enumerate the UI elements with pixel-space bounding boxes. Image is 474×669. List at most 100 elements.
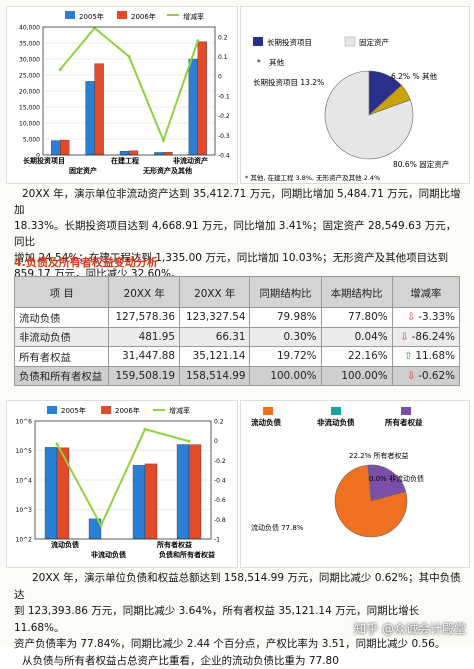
section-heading: 4.负债及所有者权益变动分析 bbox=[14, 254, 158, 270]
table-cell-curr: 123,327.54 bbox=[179, 308, 250, 328]
table-cell-prev-ratio: 79.98% bbox=[250, 308, 321, 328]
table-cell-curr: 158,514.99 bbox=[179, 366, 250, 386]
x-label-construction: 在建工程 bbox=[111, 156, 139, 165]
table-cell-prev: 481.95 bbox=[109, 327, 180, 347]
table-cell-curr: 35,121.14 bbox=[179, 347, 250, 367]
table-cell-change: ⇩-86.24% bbox=[392, 327, 459, 347]
bar bbox=[120, 151, 129, 155]
legend-label-other: 其他 bbox=[269, 57, 284, 67]
y-tick-label: 5,000 bbox=[23, 137, 40, 144]
table-change-value: 11.68% bbox=[415, 350, 455, 362]
y-tick-label: 10^5 bbox=[16, 448, 33, 455]
bar bbox=[189, 445, 201, 539]
table-cell-prev-ratio: 0.30% bbox=[250, 327, 321, 347]
table-cell-item: 所有者权益 bbox=[15, 347, 109, 367]
rate-point bbox=[59, 68, 62, 71]
pie-label-current: 流动负债 77.8% bbox=[251, 523, 304, 532]
table-header-curr-year: 20XX 年 bbox=[179, 277, 250, 308]
rate-point bbox=[128, 55, 131, 58]
asset-pie-chart-panel: 长期投资项目 固定资产 其他 * 长期投资项目 13.2% 6.2% % 其他 … bbox=[240, 6, 470, 184]
legend-label-long-term: 长期投资项目 bbox=[267, 37, 312, 47]
table-cell-curr: 66.31 bbox=[179, 327, 250, 347]
rate-line bbox=[60, 28, 198, 140]
table-cell-change: ⇩-0.62% bbox=[392, 366, 459, 386]
legend-label-equity: 所有者权益 bbox=[385, 417, 423, 427]
y-tick-label: 10^6 bbox=[16, 419, 33, 426]
rate-point bbox=[56, 442, 59, 445]
table-cell-item: 流动负债 bbox=[15, 308, 109, 328]
table-cell-item: 负债和所有者权益 bbox=[15, 366, 109, 386]
para1-line2: 18.33%。长期投资项目达到 4,668.91 万元，同比增加 3.41%；固… bbox=[14, 218, 464, 250]
table-change-value: -0.62% bbox=[418, 370, 455, 382]
y2-tick-label: -0.6 bbox=[214, 497, 226, 504]
pie-label-long-term: 长期投资项目 13.2% bbox=[253, 77, 324, 87]
legend-swatch-equity bbox=[401, 407, 411, 415]
x-label-noncurrent-liab: 非流动负债 bbox=[91, 550, 126, 559]
x-label-equity: 所有者权益 bbox=[157, 540, 192, 549]
y2-tick-label: -0.4 bbox=[214, 478, 226, 485]
liability-pie-chart: 流动负债 非流动负债 所有者权益 22.2% 所有者权益 0.0% 非流动负债 … bbox=[241, 401, 469, 567]
bar bbox=[129, 151, 138, 155]
asset-bar-chart: 2005年 2006年 增减率 05,00010,00015,00020,000… bbox=[7, 7, 237, 183]
legend-label-rate: 增减率 bbox=[183, 12, 204, 21]
table-cell-prev: 127,578.36 bbox=[109, 308, 180, 328]
table-cell-curr-ratio: 100.00% bbox=[321, 366, 392, 386]
rate-point bbox=[100, 524, 103, 527]
legend-other-marker: * bbox=[257, 58, 261, 67]
y-tick-label: 10^2 bbox=[16, 537, 33, 544]
legend-swatch-2006 bbox=[117, 11, 127, 19]
y-tick-label: 10,000 bbox=[19, 121, 40, 128]
x-label-fixed-assets: 固定资产 bbox=[69, 166, 97, 175]
legend-label-noncurrent: 非流动负债 bbox=[317, 417, 355, 427]
x-label-current-liab: 流动负债 bbox=[51, 540, 79, 549]
legend-label-2006: 2006年 bbox=[115, 406, 140, 415]
rate-point bbox=[188, 440, 191, 443]
bar bbox=[95, 64, 104, 155]
y2-tick-label: 0 bbox=[214, 438, 218, 445]
y-tick-label: 10^3 bbox=[16, 507, 33, 514]
bar bbox=[198, 42, 207, 155]
y2-tick-label: 0 bbox=[218, 74, 222, 81]
y-tick-label: 20,000 bbox=[19, 89, 40, 96]
y2-tick-label: -0.4 bbox=[218, 153, 230, 160]
table-row: 所有者权益 31,447.88 35,121.14 19.72% 22.16% … bbox=[15, 347, 460, 367]
x-label-total: 负债和所有者权益 bbox=[159, 550, 215, 559]
table-change-value: -3.33% bbox=[418, 311, 455, 323]
legend-swatch-2005 bbox=[65, 11, 75, 19]
rate-point bbox=[144, 428, 147, 431]
y2-tick-label: 0.2 bbox=[214, 419, 224, 426]
legend-label-2005: 2005年 bbox=[61, 406, 86, 415]
y2-tick-label: 0.2 bbox=[218, 34, 228, 41]
table-header-change: 增减率 bbox=[392, 277, 459, 308]
table-cell-prev: 31,447.88 bbox=[109, 347, 180, 367]
table-header-prev-year: 20XX 年 bbox=[109, 277, 180, 308]
liabilities-equity-table: 项 目 20XX 年 20XX 年 同期结构比 本期结构比 增减率 流动负债 1… bbox=[14, 276, 460, 386]
y-tick-label: 15,000 bbox=[19, 105, 40, 112]
table-header-curr-ratio: 本期结构比 bbox=[321, 277, 392, 308]
up-arrow-icon: ⇧ bbox=[404, 351, 412, 362]
table-cell-curr-ratio: 0.04% bbox=[321, 327, 392, 347]
y2-tick-label: -0.8 bbox=[214, 517, 226, 524]
table-cell-item: 非流动负债 bbox=[15, 327, 109, 347]
legend-label-fixed: 固定资产 bbox=[359, 37, 389, 47]
down-arrow-icon: ⇩ bbox=[400, 332, 408, 343]
table-cell-prev-ratio: 100.00% bbox=[250, 366, 321, 386]
y2-tick-label: -1 bbox=[214, 537, 220, 544]
y-tick-label: 35,000 bbox=[19, 41, 40, 48]
legend-swatch-current bbox=[263, 407, 273, 415]
bar bbox=[189, 59, 198, 155]
table-header-row: 项 目 20XX 年 20XX 年 同期结构比 本期结构比 增减率 bbox=[15, 277, 460, 308]
y2-tick-label: -0.2 bbox=[218, 113, 230, 120]
down-arrow-icon: ⇩ bbox=[407, 371, 415, 382]
legend-swatch-2006 bbox=[101, 406, 111, 414]
table-cell-prev: 159,508.19 bbox=[109, 366, 180, 386]
y2-tick-label: -0.2 bbox=[214, 458, 226, 465]
table-header-item: 项 目 bbox=[15, 277, 109, 308]
watermark: 知乎 @众诚会计殿堂 bbox=[354, 620, 466, 637]
legend-swatch-long-term bbox=[253, 37, 263, 46]
para1-line1: 20XX 年，演示单位非流动资产达到 35,412.71 万元，同期比增加 5,… bbox=[14, 186, 464, 218]
rate-point bbox=[162, 139, 165, 142]
